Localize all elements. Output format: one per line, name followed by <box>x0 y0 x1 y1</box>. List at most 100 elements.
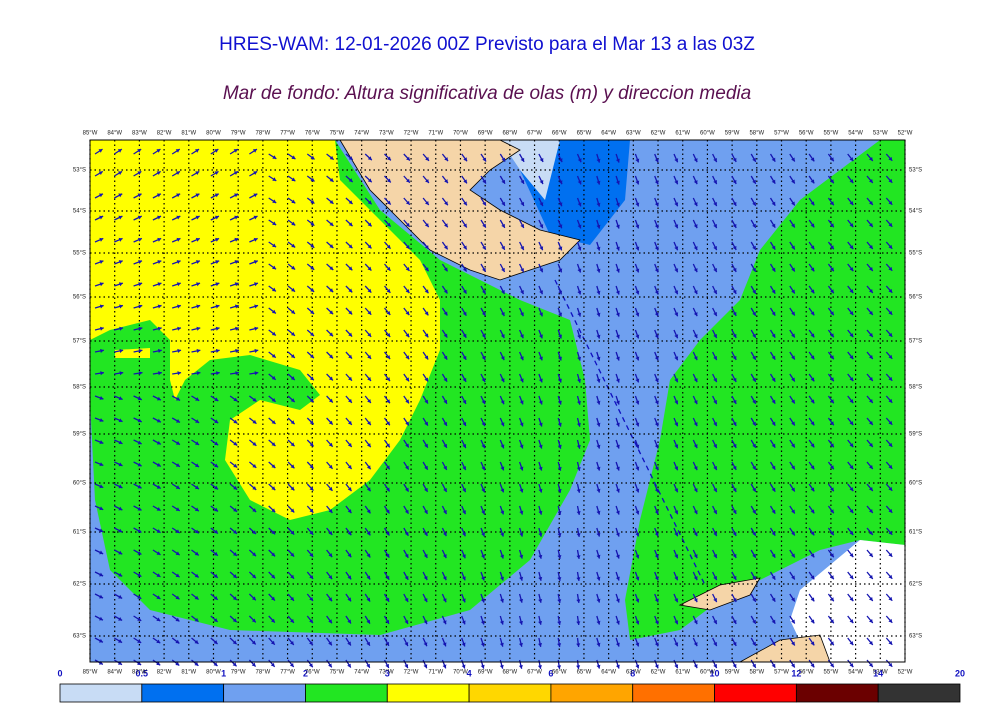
arrow-head <box>235 326 239 331</box>
no-data-area <box>790 540 905 662</box>
arrow-head <box>118 616 123 621</box>
arrow-head <box>674 158 679 163</box>
arrow-head <box>520 201 525 206</box>
arrow-head <box>557 378 562 383</box>
arrow-head <box>888 662 893 667</box>
arrow-head <box>196 304 201 309</box>
arrow-head <box>654 224 659 229</box>
arrow-head <box>99 484 104 489</box>
arrow-head <box>309 508 314 513</box>
arrow-head <box>176 260 181 264</box>
arrow-head <box>732 421 737 426</box>
arrow-head <box>771 289 776 294</box>
colorbar-tick-label: 8 <box>630 668 635 678</box>
arrow-head <box>100 348 104 353</box>
arrow-head <box>271 331 276 336</box>
arrow-head <box>674 554 679 559</box>
route-line <box>554 279 706 586</box>
arrow-head <box>849 333 854 338</box>
arrow-head <box>888 266 893 271</box>
lon-label-bottom: 80°W <box>206 670 221 676</box>
arrow-head <box>693 488 698 493</box>
arrow-head <box>520 290 524 295</box>
arrow-head <box>252 397 257 402</box>
arrow-head <box>272 265 277 270</box>
arrow-head <box>557 422 562 427</box>
arrow-head <box>576 533 581 537</box>
arrow-head <box>234 237 239 242</box>
arrow-head <box>290 354 295 358</box>
arrow-head <box>233 485 238 490</box>
arrow-head <box>674 642 679 647</box>
arrow-head <box>519 334 524 339</box>
lon-label-bottom: 67°W <box>527 670 542 676</box>
arrow-head <box>771 245 776 250</box>
arrow-head <box>423 598 428 603</box>
arrow-head <box>309 641 313 646</box>
arrow-head <box>615 158 620 163</box>
arrow-head <box>291 199 296 204</box>
arrow-head <box>713 378 717 383</box>
arrow-head <box>329 177 334 182</box>
arrow-head <box>233 463 238 468</box>
arrow-head <box>888 442 893 447</box>
arrow-head <box>215 304 220 309</box>
arrow-head <box>99 506 104 511</box>
arrow-head <box>849 157 854 162</box>
arrow-head <box>596 246 601 251</box>
arrow-head <box>693 180 698 185</box>
arrow-head <box>654 554 659 559</box>
arrow-head <box>713 334 717 339</box>
lon-label-bottom: 52°W <box>898 670 913 676</box>
lon-label-top: 54°W <box>848 131 863 137</box>
arrow-head <box>119 304 123 309</box>
arrow-head <box>810 245 815 250</box>
arrow-head <box>137 484 142 489</box>
arrow-head <box>830 509 834 514</box>
arrow-head <box>654 246 659 251</box>
arrow-head <box>615 620 620 625</box>
arrow-head <box>194 617 199 622</box>
arrow-head <box>849 641 854 646</box>
arrow-head <box>367 354 372 359</box>
arrow-head <box>654 268 659 273</box>
arrow-head <box>577 290 582 295</box>
arrow-head <box>830 223 834 228</box>
arrow-head <box>654 334 659 339</box>
arrow-head <box>156 462 161 467</box>
arrow-head <box>810 289 815 294</box>
arrow-head <box>309 420 314 425</box>
lon-label-bottom: 75°W <box>330 670 345 676</box>
arrow-head <box>386 288 391 293</box>
arrow-head <box>328 420 333 425</box>
arrow-head <box>138 282 143 287</box>
arrow-head <box>385 487 390 492</box>
lon-label-bottom: 77°W <box>280 670 295 676</box>
arrow-head <box>176 418 181 423</box>
arrow-head <box>252 419 257 424</box>
arrow-head <box>405 222 410 227</box>
lat-label-left: 55°S <box>73 251 86 257</box>
lon-label-bottom: 73°W <box>379 670 394 676</box>
arrow-head <box>462 355 467 360</box>
arrow-head <box>386 421 390 426</box>
arrow-head <box>348 288 353 293</box>
arrow-head <box>539 224 544 229</box>
arrow-head <box>830 355 834 360</box>
arrow-head <box>558 312 563 317</box>
arrow-head <box>654 532 659 537</box>
arrow-head <box>596 400 601 405</box>
arrow-head <box>519 598 524 603</box>
arrow-head <box>195 171 200 175</box>
arrow-head <box>309 597 313 601</box>
arrow-head <box>442 576 447 581</box>
colorbar-tick-label: 10 <box>710 668 720 678</box>
arrow-head <box>138 348 143 353</box>
arrow-head <box>810 443 815 448</box>
arrow-head <box>176 237 181 242</box>
arrow-head <box>99 396 104 400</box>
arrow-head <box>558 246 563 251</box>
arrow-head <box>310 221 315 226</box>
arrow-head <box>214 419 219 424</box>
